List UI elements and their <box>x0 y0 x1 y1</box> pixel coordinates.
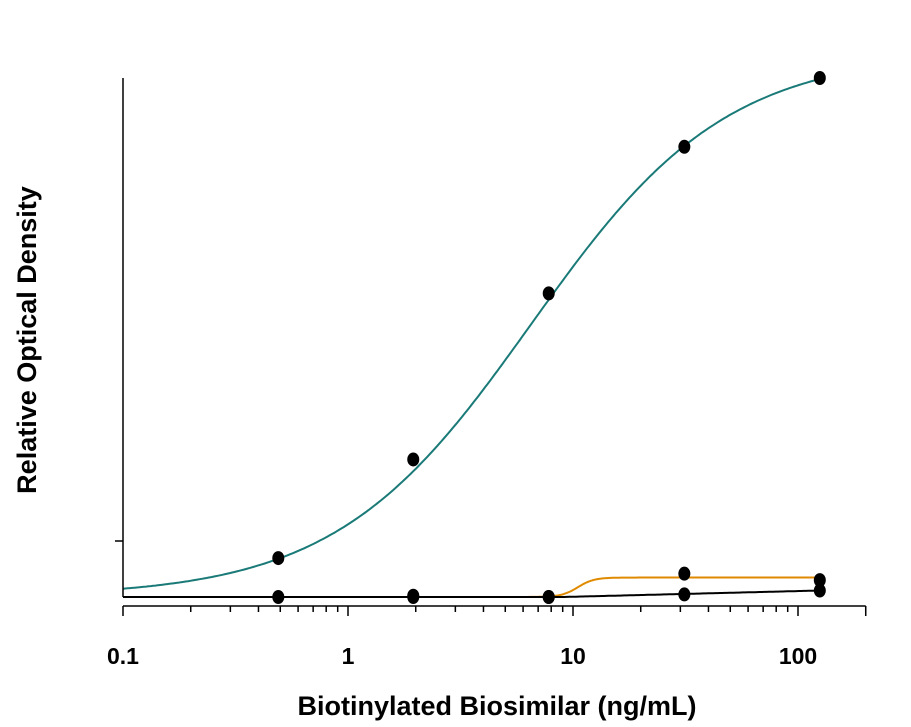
fit-curve-1 <box>122 78 821 590</box>
data-point-series-1 <box>813 71 826 85</box>
x-tick-label: 0.1 <box>107 643 139 669</box>
data-point-series-3 <box>813 583 826 598</box>
data-point-series-3 <box>407 590 420 604</box>
data-point-series-2 <box>678 566 691 581</box>
data-point-series-2 <box>813 573 826 588</box>
fit-curves <box>122 78 821 598</box>
x-tick-label: 1 <box>342 643 355 669</box>
x-tick-label: 100 <box>779 643 817 669</box>
axes <box>115 78 867 616</box>
x-tick-labels: 0.1 1 10 100 <box>107 643 817 669</box>
y-axis-title: Relative Optical Density <box>12 186 42 494</box>
x-axis-title: Biotinylated Biosimilar (ng/mL) <box>297 691 696 721</box>
data-point-series-3 <box>272 590 285 604</box>
data-points <box>272 71 826 604</box>
data-point-series-1 <box>542 286 555 301</box>
data-point-series-3 <box>678 587 691 602</box>
data-point-series-1 <box>272 551 285 566</box>
data-point-series-1 <box>407 452 420 467</box>
fit-curve-2 <box>413 576 820 598</box>
x-tick-label: 10 <box>560 643 586 669</box>
data-point-series-3 <box>542 590 555 604</box>
data-point-series-1 <box>678 139 691 154</box>
fit-curve-3 <box>123 589 820 598</box>
